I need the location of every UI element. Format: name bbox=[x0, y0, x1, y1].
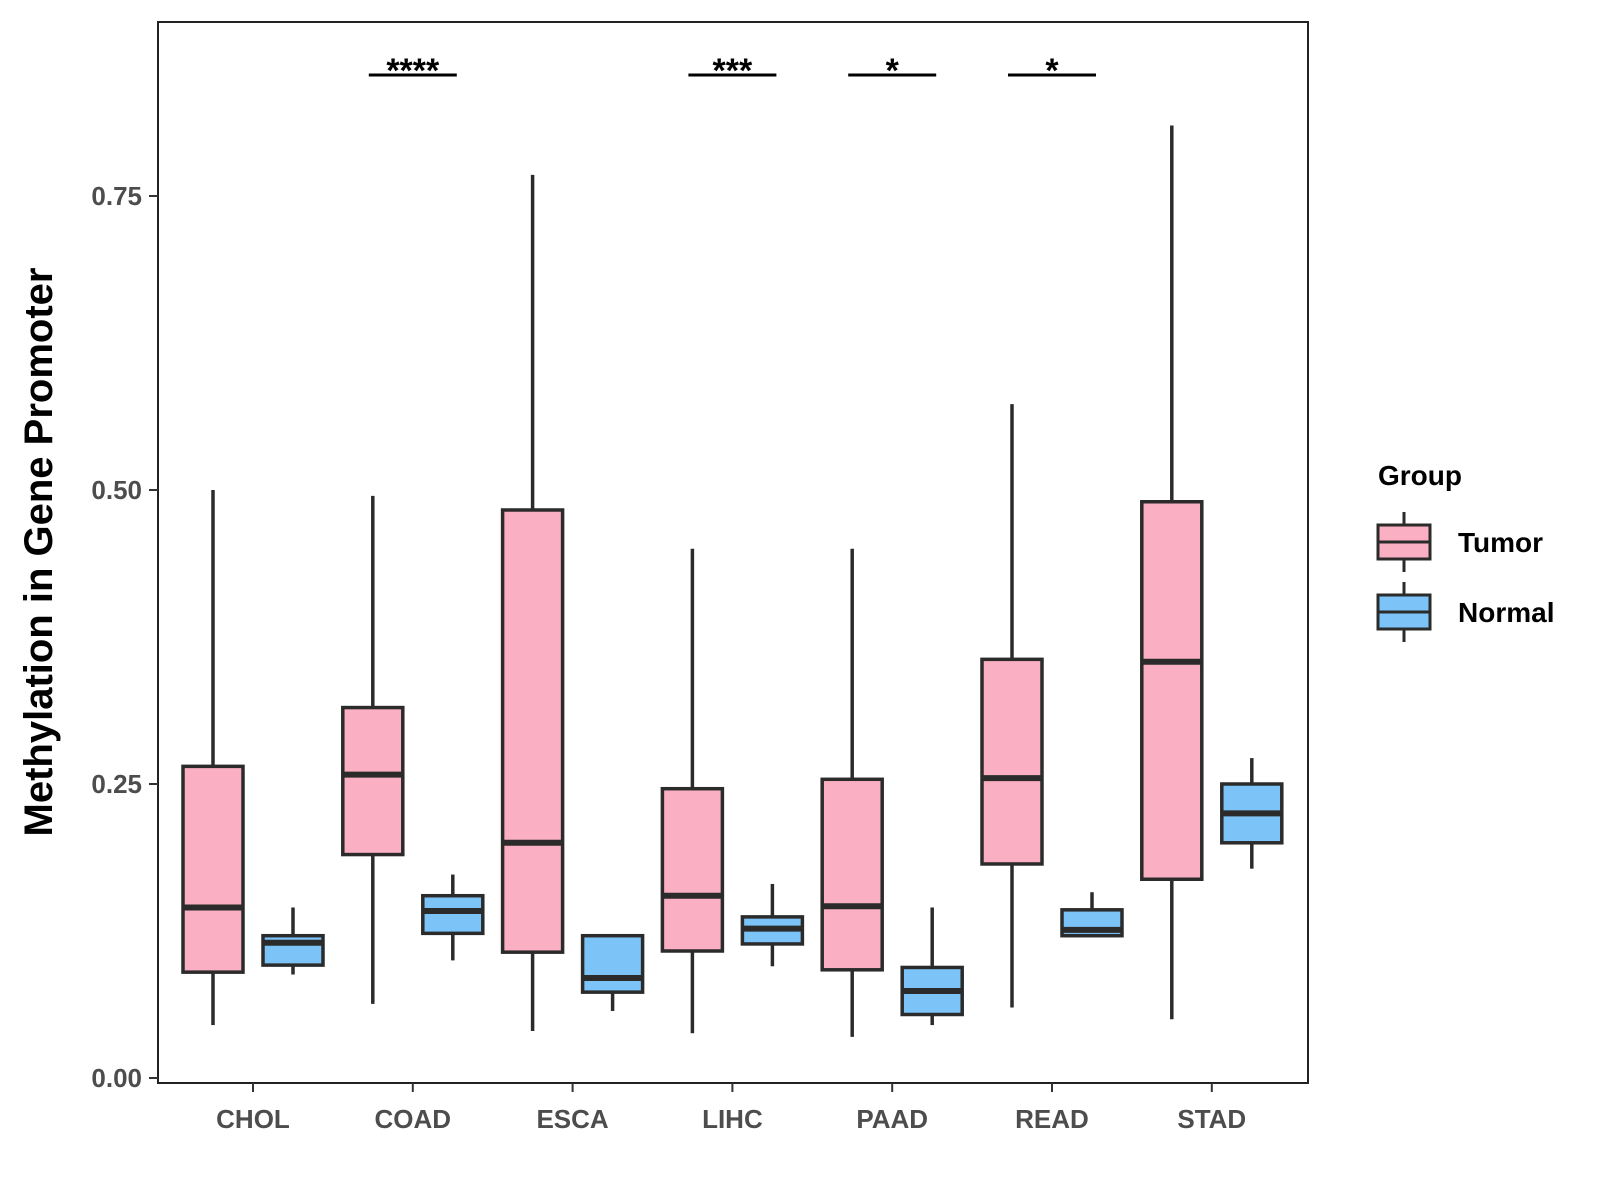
box-normal-read bbox=[1060, 892, 1124, 938]
box-tumor-esca bbox=[500, 174, 565, 1031]
x-tick-label: ESCA bbox=[536, 1104, 608, 1134]
box-body bbox=[580, 933, 645, 994]
box-normal-paad bbox=[900, 907, 964, 1026]
y-tick-label: 0.00 bbox=[91, 1063, 142, 1093]
y-axis-title: Methylation in Gene Promoter bbox=[17, 268, 61, 837]
significance-annotations: **** *** * * bbox=[368, 52, 1096, 90]
box-tumor-stad bbox=[1140, 125, 1204, 1020]
box-body bbox=[500, 508, 565, 954]
box-tumor-lihc bbox=[660, 548, 725, 1034]
box-normal-coad bbox=[421, 874, 485, 961]
significance-label: * bbox=[1045, 52, 1059, 90]
box-body bbox=[181, 764, 245, 974]
axes: 0.00 0.25 0.50 0.75 CHOL COAD ESCA LIHC PAAD READ… bbox=[91, 21, 1309, 1134]
x-tick-label: COAD bbox=[375, 1104, 452, 1134]
box-normal-esca bbox=[580, 933, 645, 1011]
y-tick-label: 0.50 bbox=[91, 475, 142, 505]
legend: Group Tumor Normal bbox=[1376, 460, 1554, 642]
box-body bbox=[980, 657, 1044, 866]
box-tumor-chol bbox=[181, 490, 245, 1026]
significance-label: * bbox=[886, 52, 900, 90]
significance-label: *** bbox=[713, 52, 753, 90]
x-tick-label: CHOL bbox=[216, 1104, 290, 1134]
y-tick-label: 0.75 bbox=[91, 181, 142, 211]
box-tumor-read bbox=[980, 404, 1044, 1008]
box-body bbox=[660, 786, 725, 953]
y-tick-label: 0.25 bbox=[91, 769, 142, 799]
x-tick-label: READ bbox=[1015, 1104, 1089, 1134]
significance-label: **** bbox=[386, 52, 440, 90]
box-normal-stad bbox=[1220, 758, 1284, 869]
box-tumor-paad bbox=[820, 548, 884, 1037]
box-tumor-coad bbox=[341, 495, 405, 1004]
box-body bbox=[341, 705, 405, 857]
box-body bbox=[421, 893, 485, 936]
legend-label: Tumor bbox=[1458, 527, 1543, 558]
legend-entry-tumor: Tumor bbox=[1376, 512, 1543, 572]
legend-entry-normal: Normal bbox=[1376, 582, 1554, 642]
box-normal-lihc bbox=[740, 883, 805, 967]
legend-title: Group bbox=[1378, 460, 1462, 491]
x-tick-label: LIHC bbox=[702, 1104, 763, 1134]
box-body bbox=[1140, 500, 1204, 882]
box-body bbox=[820, 777, 884, 972]
x-tick-label: PAAD bbox=[856, 1104, 928, 1134]
legend-label: Normal bbox=[1458, 597, 1554, 628]
plot-area bbox=[181, 125, 1284, 1037]
x-tick-label: STAD bbox=[1177, 1104, 1246, 1134]
box-normal-chol bbox=[261, 907, 325, 975]
